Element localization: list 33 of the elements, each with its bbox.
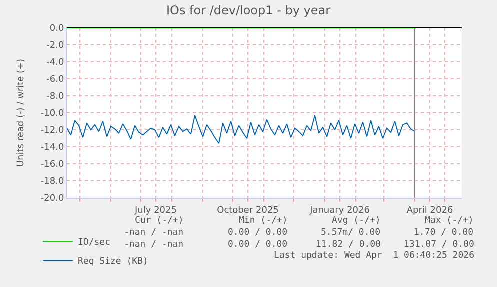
y-tick-label: -18.0 bbox=[40, 177, 64, 188]
text: 5.57m/ 0.00 bbox=[321, 228, 381, 238]
y-tick-label: -20.0 bbox=[40, 194, 64, 204]
legend-label: Req Size (KB) bbox=[78, 257, 148, 268]
text: 1.70 / 0.00 bbox=[414, 228, 474, 238]
y-tick-label: -8.0 bbox=[46, 92, 64, 102]
y-tick-label: -12.0 bbox=[40, 126, 64, 136]
text: 0.00 / 0.00 bbox=[228, 240, 288, 250]
x-tick-label: January 2026 bbox=[309, 206, 370, 216]
text: 131.07 / 0.00 bbox=[404, 240, 474, 250]
text: Avg (-/+) bbox=[332, 216, 381, 226]
text: Cur (-/+) bbox=[135, 216, 184, 226]
text: 0.00 / 0.00 bbox=[228, 228, 288, 238]
line-series bbox=[67, 115, 416, 144]
x-tick-label: July 2025 bbox=[134, 206, 177, 216]
y-axis-title: Units read (-) / write (+) bbox=[16, 58, 26, 168]
y-tick-label: -16.0 bbox=[40, 160, 64, 170]
x-tick-label: April 2026 bbox=[406, 206, 454, 216]
legend-label: IO/sec bbox=[78, 238, 111, 248]
y-tick-label: -2.0 bbox=[46, 41, 64, 52]
y-tick-label: 0.0 bbox=[50, 24, 64, 34]
text: Max (-/+) bbox=[425, 216, 474, 226]
text: Last update: Wed Apr 1 06:40:25 2026 bbox=[274, 251, 474, 261]
text: Min (-/+) bbox=[239, 216, 288, 226]
chart-title: IOs for /dev/loop1 - by year bbox=[166, 3, 331, 18]
y-tick-label: -6.0 bbox=[46, 75, 64, 86]
text: 11.82 / 0.00 bbox=[316, 240, 382, 250]
y-tick-label: -4.0 bbox=[46, 58, 64, 68]
text: -nan / -nan bbox=[124, 228, 184, 238]
y-tick-label: -14.0 bbox=[40, 143, 64, 154]
text: -nan / -nan bbox=[124, 240, 184, 250]
x-tick-label: October 2025 bbox=[217, 206, 279, 216]
y-tick-label: -10.0 bbox=[40, 109, 64, 120]
